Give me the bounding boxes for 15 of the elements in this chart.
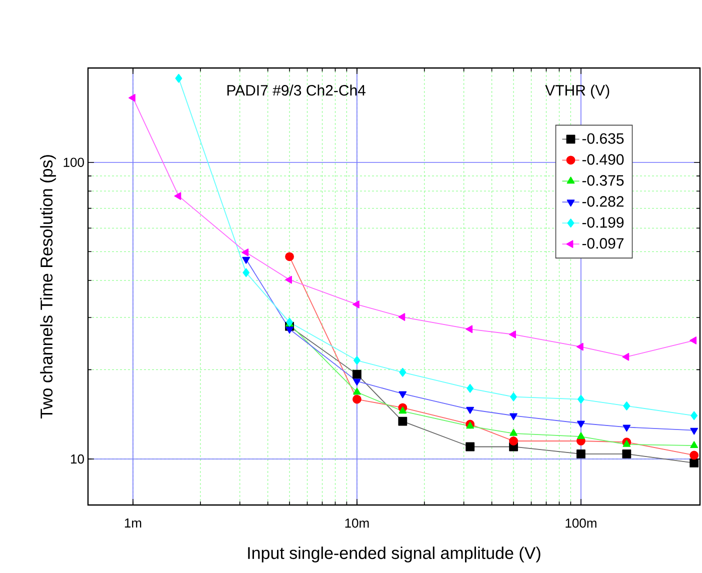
legend-label: -0.199 (582, 217, 624, 228)
legend-label: -0.097 (582, 238, 624, 249)
legend-label: -0.635 (582, 133, 624, 144)
x-axis-title: Input single-ended signal amplitude (V) (248, 546, 540, 562)
legend-label: -0.375 (582, 175, 624, 186)
legend-title: VTHR (V) (545, 84, 610, 99)
annotation: PADI7 #9/3 Ch2-Ch4 (227, 84, 366, 96)
legend-label: -0.282 (582, 196, 624, 207)
x-tick-label: 10m (345, 518, 369, 528)
y-tick-label: 10 (71, 454, 84, 464)
legend-label: -0.490 (582, 154, 624, 165)
y-axis-title: Two channels Time Resolution (ps) (40, 155, 56, 419)
x-tick-label: 100m (566, 518, 596, 528)
x-tick-label: 1m (124, 518, 142, 528)
y-tick-label: 100 (64, 158, 84, 167)
